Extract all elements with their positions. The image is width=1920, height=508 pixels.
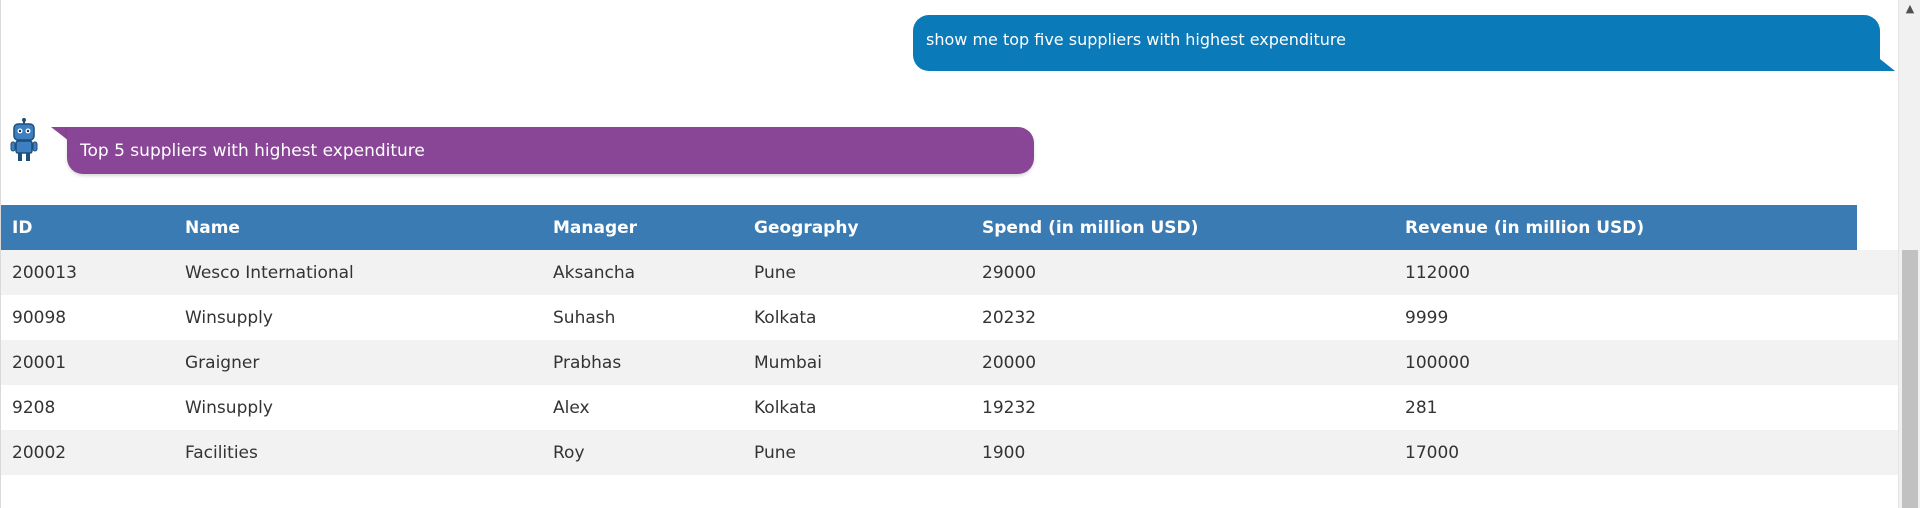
cell-geography: Pune	[754, 262, 796, 283]
robot-icon	[10, 118, 38, 162]
cell-geography: Kolkata	[754, 307, 817, 328]
table-row: 9208 Winsupply Alex Kolkata 19232 281	[1, 385, 1899, 430]
user-message-bubble: show me top five suppliers with highest …	[913, 15, 1880, 71]
cell-id: 200013	[12, 262, 77, 283]
cell-spacer	[1857, 250, 1899, 295]
cell-revenue: 17000	[1405, 442, 1460, 463]
cell-spacer	[1857, 340, 1899, 385]
table-row: 200013 Wesco International Aksancha Pune…	[1, 250, 1899, 295]
cell-spend: 20232	[982, 307, 1037, 328]
cell-spend: 1900	[982, 442, 1026, 463]
cell-revenue: 100000	[1405, 352, 1470, 373]
cell-revenue: 112000	[1405, 262, 1470, 283]
cell-id: 20001	[12, 352, 67, 373]
suppliers-table: ID Name Manager Geography Spend (in mill…	[1, 205, 1899, 475]
cell-manager: Alex	[553, 397, 590, 418]
cell-id: 9208	[12, 397, 56, 418]
cell-geography: Mumbai	[754, 352, 822, 373]
cell-spacer	[1857, 295, 1899, 340]
cell-spend: 19232	[982, 397, 1037, 418]
suppliers-table-container: ID Name Manager Geography Spend (in mill…	[1, 205, 1899, 475]
cell-id: 90098	[12, 307, 67, 328]
cell-spacer	[1857, 430, 1899, 475]
cell-id: 20002	[12, 442, 67, 463]
column-header-manager: Manager	[553, 217, 638, 238]
column-header-spend: Spend (in million USD)	[982, 217, 1199, 238]
column-header-revenue: Revenue (in million USD)	[1405, 217, 1645, 238]
column-header-geography: Geography	[754, 217, 859, 238]
column-header-id: ID	[12, 217, 33, 238]
bot-bubble-tail	[51, 127, 69, 141]
cell-geography: Pune	[754, 442, 796, 463]
user-bubble-tail	[1875, 55, 1895, 71]
table-row: 20001 Graigner Prabhas Mumbai 20000 1000…	[1, 340, 1899, 385]
cell-name: Facilities	[185, 442, 258, 463]
chevron-up-icon[interactable]: ▲	[1905, 2, 1915, 15]
cell-geography: Kolkata	[754, 397, 817, 418]
table-row: 20002 Facilities Roy Pune 1900 17000	[1, 430, 1899, 475]
cell-manager: Roy	[553, 442, 585, 463]
cell-name: Graigner	[185, 352, 260, 373]
cell-spend: 29000	[982, 262, 1037, 283]
scrollbar-thumb[interactable]	[1902, 250, 1918, 508]
cell-name: Wesco International	[185, 262, 354, 283]
cell-manager: Suhash	[553, 307, 616, 328]
cell-spacer	[1857, 385, 1899, 430]
cell-manager: Prabhas	[553, 352, 622, 373]
table-row: 90098 Winsupply Suhash Kolkata 20232 999…	[1, 295, 1899, 340]
cell-manager: Aksancha	[553, 262, 636, 283]
cell-revenue: 281	[1405, 397, 1438, 418]
bot-message-bubble: Top 5 suppliers with highest expenditure	[67, 127, 1034, 174]
cell-spend: 20000	[982, 352, 1037, 373]
vertical-scrollbar[interactable]: ▲	[1898, 0, 1920, 508]
cell-revenue: 9999	[1405, 307, 1449, 328]
column-header-name: Name	[185, 217, 240, 238]
cell-name: Winsupply	[185, 307, 273, 328]
column-header-spacer	[1857, 205, 1899, 250]
cell-name: Winsupply	[185, 397, 273, 418]
table-header-row: ID Name Manager Geography Spend (in mill…	[1, 205, 1899, 250]
